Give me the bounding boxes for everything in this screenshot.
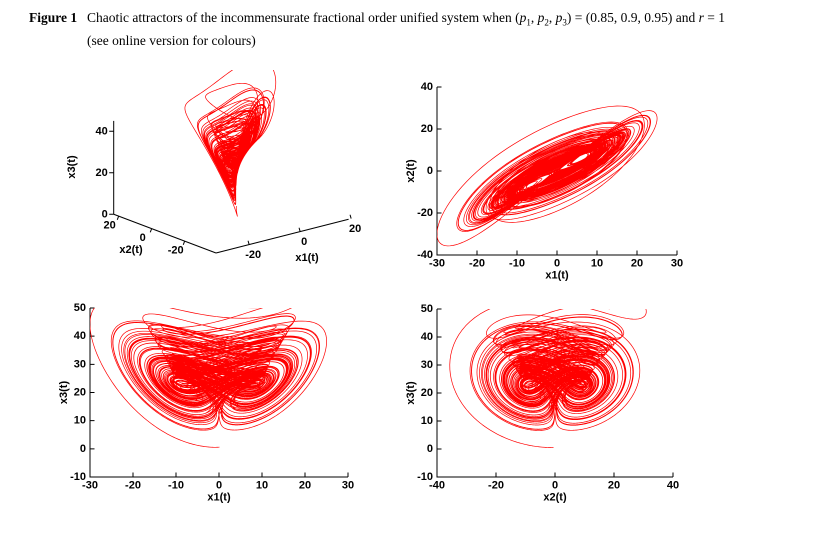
caption-line1: Chaotic attractors of the incommensurate…: [87, 10, 725, 28]
plot-x1-x2-canvas: [393, 70, 705, 288]
figure-label: Figure 1: [29, 10, 78, 25]
plot-x2-x3-canvas: [393, 290, 705, 508]
figure-caption-text: Chaotic attractors of the incommensurate…: [87, 9, 797, 50]
figure-caption: Figure 1 Chaotic attractors of the incomm…: [29, 9, 804, 50]
plot-x1-x3-canvas: [48, 290, 370, 508]
caption-line2: (see online version for colours): [87, 32, 256, 48]
plot-3d-attractor-canvas: [40, 70, 385, 295]
